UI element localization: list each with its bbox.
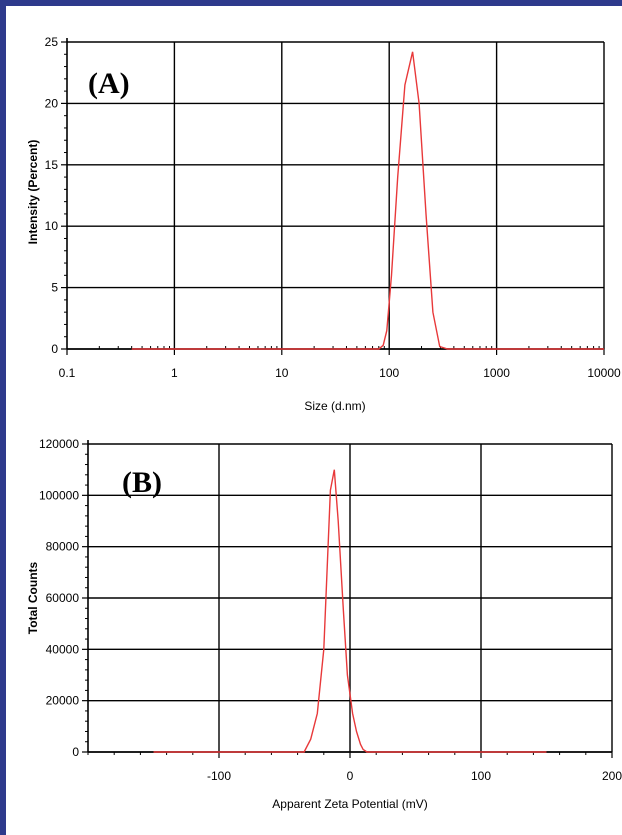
a-ytick-label: 0 xyxy=(51,342,58,356)
a-xtick-label: 1000 xyxy=(483,366,510,380)
a-ytick-label: 5 xyxy=(51,281,58,295)
b-ytick-label: 80000 xyxy=(46,540,80,554)
a-ticks: 0 5 10 15 20 25 0.1 1 10 100 1000 10000 xyxy=(45,35,621,380)
b-ticks: 0 20000 40000 60000 80000 100000 120000 -100 0 10… xyxy=(39,437,622,783)
frame-left xyxy=(0,0,6,835)
b-ytick-label: 20000 xyxy=(46,694,80,708)
a-xtick-label: 100 xyxy=(379,366,399,380)
b-panel-label: (B) xyxy=(122,466,162,499)
b-xtick-label: 200 xyxy=(602,769,622,783)
a-xtick-label: 1 xyxy=(171,366,178,380)
b-ytick-label: 100000 xyxy=(39,488,79,502)
b-xtick-label: 100 xyxy=(471,769,491,783)
a-series-line xyxy=(131,51,604,350)
b-ytick-label: 60000 xyxy=(46,591,80,605)
a-ylabel: Intensity (Percent) xyxy=(26,140,40,245)
b-ytick-label: 120000 xyxy=(39,437,79,451)
panel-a: 0 5 10 15 20 25 0.1 1 10 100 1000 10000 (A) Size (d… xyxy=(26,35,621,413)
b-grid xyxy=(87,440,613,753)
a-ytick-label: 25 xyxy=(45,35,59,49)
b-ylabel: Total Counts xyxy=(26,561,40,634)
b-ytick-label: 40000 xyxy=(46,642,80,656)
a-xlabel: Size (d.nm) xyxy=(304,399,365,413)
panel-b: 0 20000 40000 60000 80000 100000 120000 -100 0 10… xyxy=(26,437,622,811)
b-xtick-label: -100 xyxy=(207,769,231,783)
b-ytick-label: 0 xyxy=(72,745,79,759)
a-ytick-label: 20 xyxy=(45,96,59,110)
a-xtick-label: 0.1 xyxy=(59,366,76,380)
b-xtick-label: 0 xyxy=(347,769,354,783)
b-xlabel: Apparent Zeta Potential (mV) xyxy=(272,797,427,811)
a-series xyxy=(131,51,604,350)
a-xtick-label: 10 xyxy=(275,366,289,380)
a-ytick-label: 15 xyxy=(45,158,59,172)
a-ytick-label: 10 xyxy=(45,219,59,233)
a-xtick-label: 10000 xyxy=(587,366,621,380)
a-grid xyxy=(66,38,605,350)
frame-top xyxy=(0,0,622,6)
a-panel-label: (A) xyxy=(88,67,130,100)
b-series xyxy=(153,469,547,753)
b-series-line xyxy=(153,469,547,753)
